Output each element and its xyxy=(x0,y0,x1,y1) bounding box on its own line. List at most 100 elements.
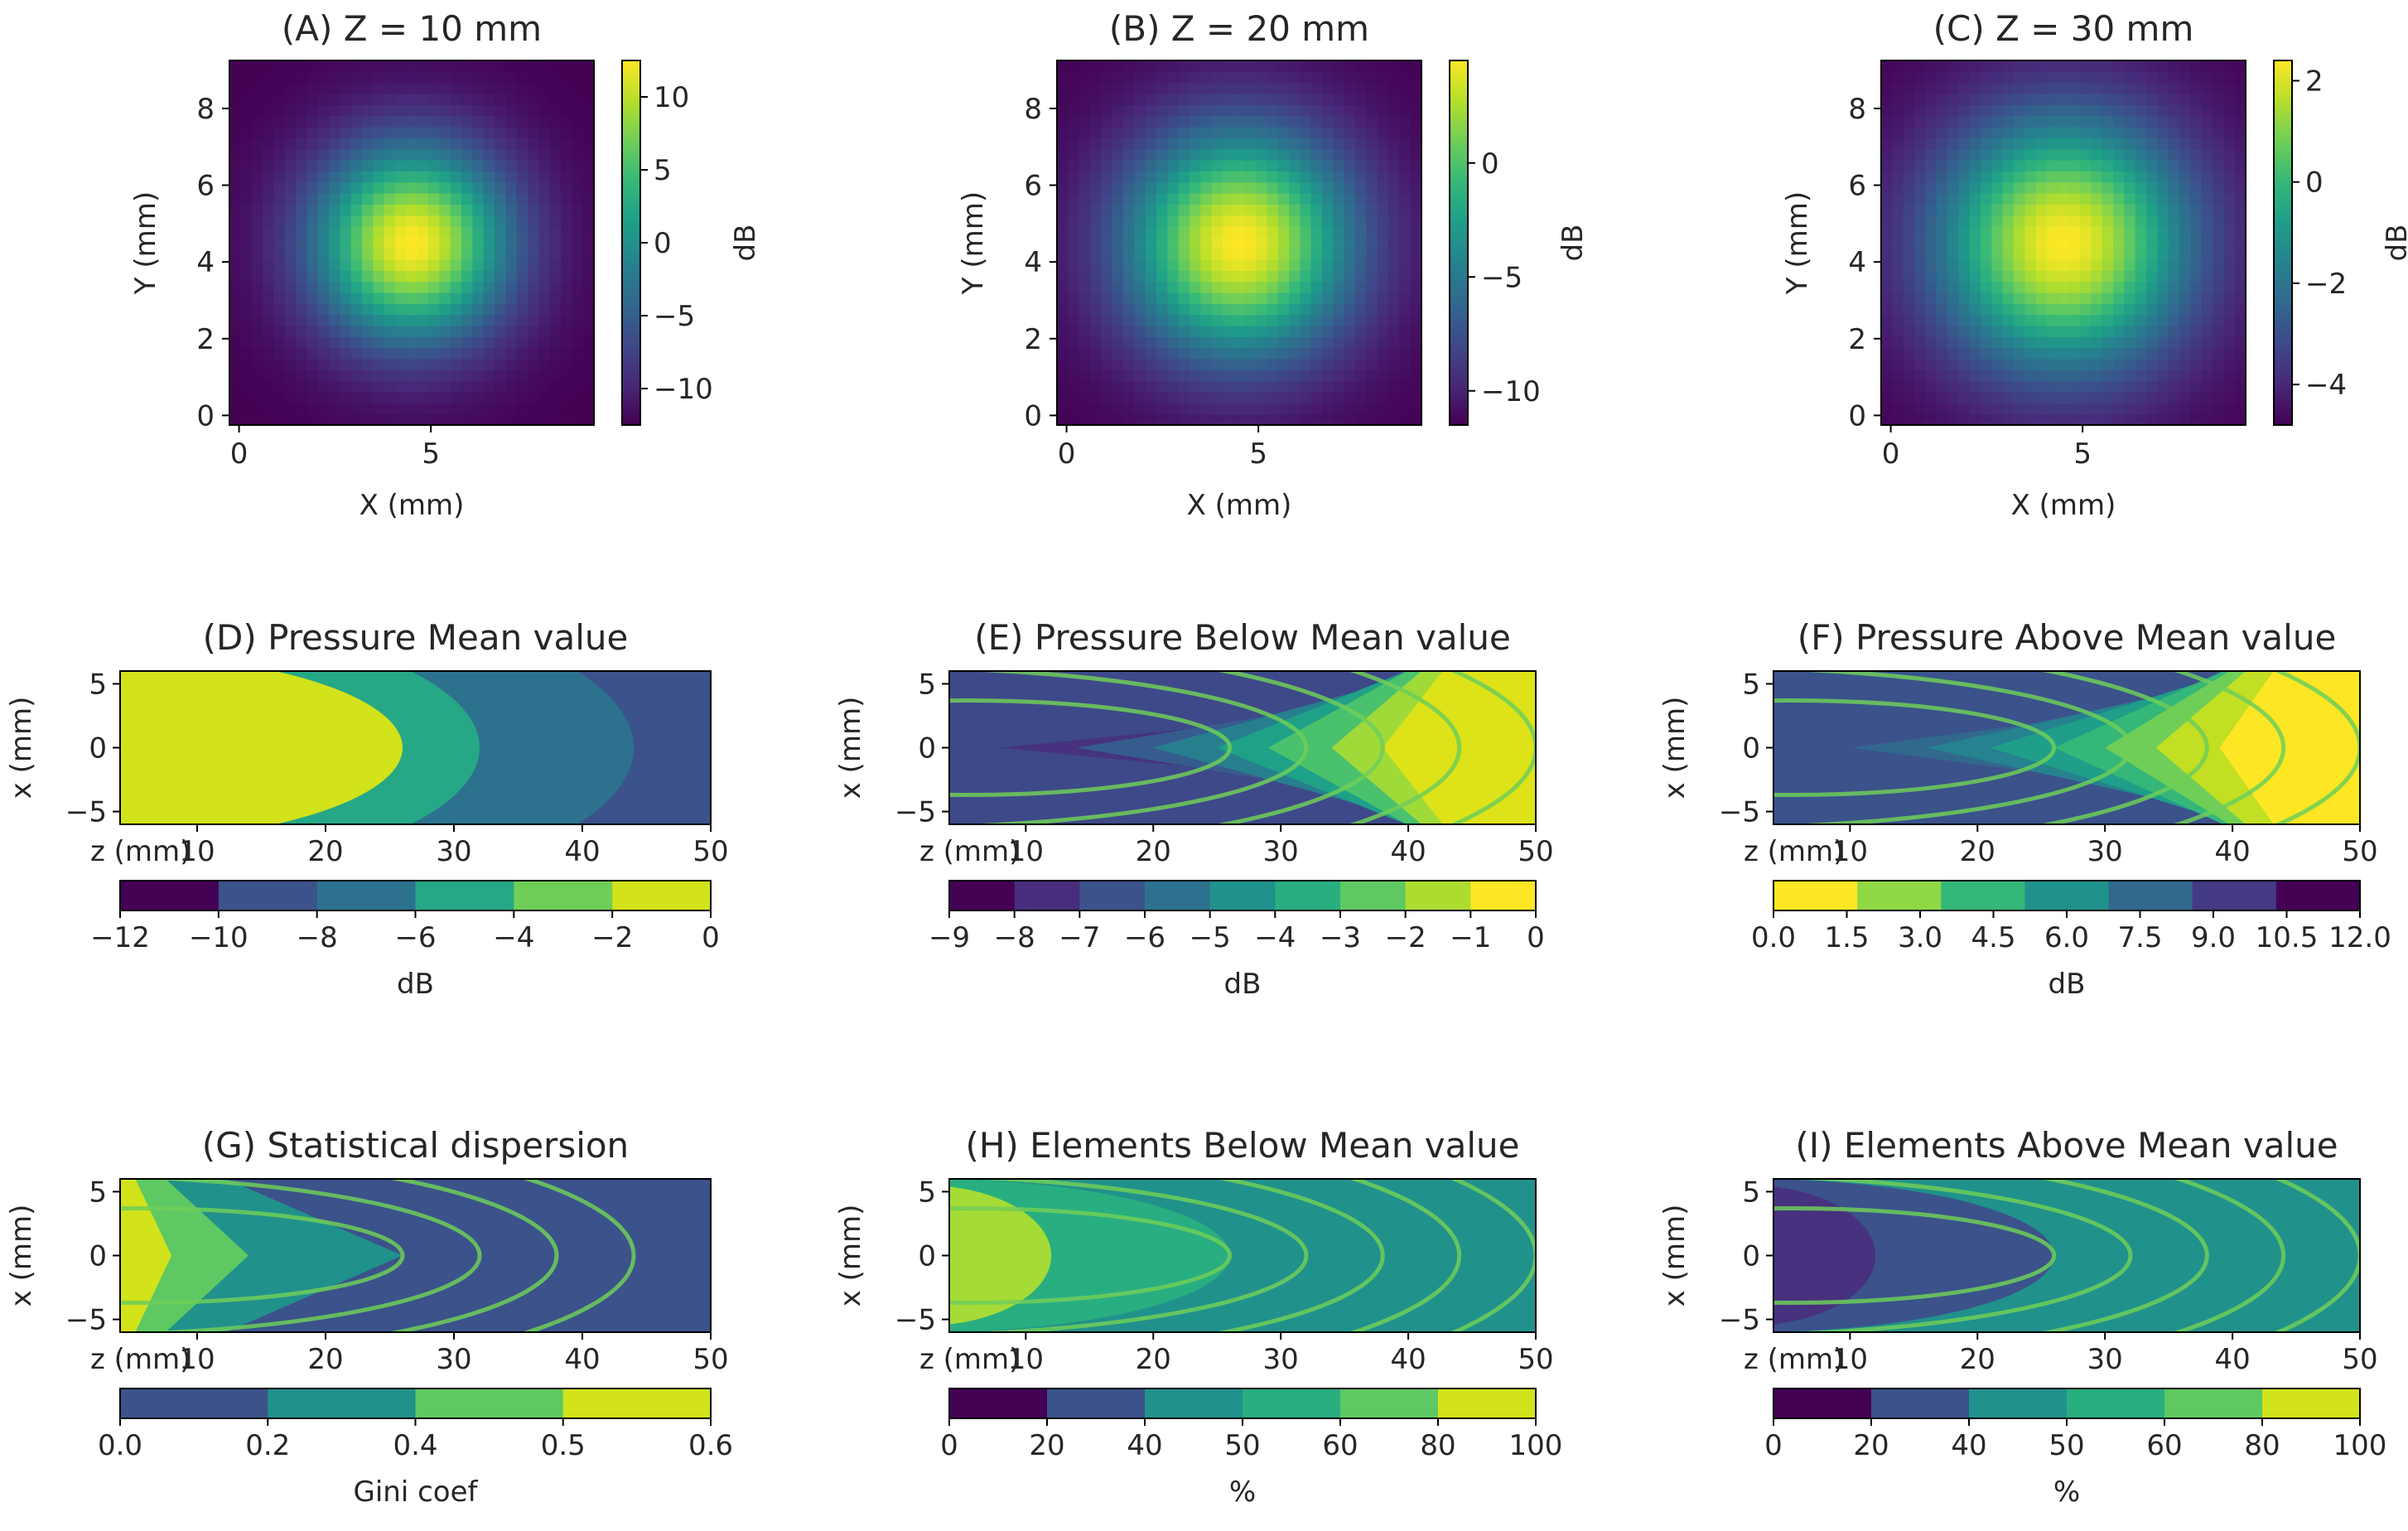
heatmap-cell xyxy=(1322,181,1334,194)
heatmap-cell xyxy=(528,104,539,117)
heatmap-cell xyxy=(373,82,385,94)
heatmap-cell xyxy=(1925,148,1937,161)
heatmap-cell xyxy=(263,413,274,426)
heatmap-cell xyxy=(1289,160,1301,171)
y-tick-label: 4 xyxy=(1024,246,1042,279)
heatmap-cell xyxy=(2091,215,2103,227)
heatmap-cell xyxy=(516,369,528,382)
heatmap-cell xyxy=(251,380,263,393)
heatmap-cell xyxy=(1090,259,1102,271)
heatmap-cell xyxy=(2102,115,2114,128)
heatmap-cell xyxy=(1310,292,1323,304)
heatmap-cell xyxy=(395,181,407,194)
heatmap-cell xyxy=(505,380,518,393)
heatmap-cell xyxy=(1377,359,1389,370)
heatmap-cell xyxy=(229,171,241,183)
heatmap-cell xyxy=(1211,270,1223,283)
heatmap-cell xyxy=(329,281,340,293)
heatmap-cell xyxy=(417,82,429,94)
colorbar xyxy=(1449,60,1469,426)
heatmap-cell xyxy=(1947,204,1959,216)
heatmap-cell xyxy=(2091,359,2103,370)
heatmap-cell xyxy=(373,71,385,84)
heatmap-cell xyxy=(1333,226,1345,238)
heatmap-cell xyxy=(2058,148,2070,161)
colorbar-tick-label: −7 xyxy=(1059,921,1100,954)
heatmap-cell xyxy=(1925,413,1937,426)
heatmap-cell xyxy=(317,215,330,227)
heatmap-cell xyxy=(1388,359,1400,370)
heatmap-cell xyxy=(2146,380,2158,393)
heatmap-cell xyxy=(373,292,385,304)
heatmap-cell xyxy=(1289,115,1301,128)
heatmap-cell xyxy=(1211,237,1223,249)
heatmap-cell xyxy=(1123,292,1135,304)
heatmap-cell xyxy=(428,148,440,161)
heatmap-cell xyxy=(350,104,363,117)
heatmap-cell xyxy=(2014,71,2025,84)
heatmap-cell xyxy=(572,60,584,72)
heatmap-cell xyxy=(2113,259,2125,271)
heatmap-cell xyxy=(461,94,473,105)
heatmap-cell xyxy=(1190,359,1201,370)
heatmap-cell xyxy=(1936,181,1948,194)
heatmap-cell xyxy=(505,127,518,138)
heatmap-cell xyxy=(406,115,418,128)
x-tick-label: 50 xyxy=(1518,1343,1553,1376)
heatmap-cell xyxy=(2124,248,2136,260)
heatmap-cell xyxy=(2058,270,2070,283)
heatmap-cell xyxy=(2024,127,2037,138)
heatmap-cell xyxy=(1090,326,1102,337)
heatmap-cell xyxy=(229,380,241,393)
heatmap-cell xyxy=(306,115,319,128)
heatmap-cell xyxy=(317,193,330,205)
heatmap-cell xyxy=(384,94,396,105)
heatmap-cell xyxy=(2213,359,2224,370)
heatmap-cell xyxy=(1991,171,2004,183)
heatmap-cell xyxy=(1068,380,1080,393)
heatmap-cell xyxy=(263,148,274,161)
heatmap-cell xyxy=(472,94,485,105)
heatmap-cell xyxy=(450,248,462,260)
heatmap-cell xyxy=(582,138,595,150)
contour-line xyxy=(1347,1179,1461,1332)
heatmap-cell xyxy=(1057,193,1069,205)
heatmap-cell xyxy=(461,314,473,326)
y-axis-label: x (mm) xyxy=(1658,697,1691,799)
heatmap-cell xyxy=(561,380,572,393)
heatmap-cell xyxy=(273,104,286,117)
heatmap-cell xyxy=(2223,82,2236,94)
heatmap-cell xyxy=(240,160,253,171)
heatmap-cell xyxy=(1244,127,1257,138)
heatmap-cell xyxy=(2146,281,2158,293)
heatmap-cell xyxy=(1256,82,1267,94)
heatmap-cell xyxy=(505,215,518,227)
heatmap-cell xyxy=(538,281,551,293)
heatmap-cell xyxy=(1969,314,1981,326)
heatmap-cell xyxy=(1903,193,1915,205)
heatmap-cell xyxy=(1947,392,1959,403)
heatmap-cell xyxy=(2157,138,2169,150)
heatmap-cell xyxy=(538,94,551,105)
heatmap-cell xyxy=(495,314,506,326)
heatmap-cell xyxy=(2135,392,2147,403)
heatmap-cell xyxy=(2068,160,2081,171)
heatmap-cell xyxy=(582,380,595,393)
heatmap-cell xyxy=(1244,193,1257,205)
heatmap-cell xyxy=(1991,392,2004,403)
heatmap-cell xyxy=(1277,270,1290,283)
heatmap-cell xyxy=(2068,369,2081,382)
heatmap-cell xyxy=(428,215,440,227)
heatmap-cell xyxy=(2190,193,2203,205)
heatmap-cell xyxy=(428,259,440,271)
heatmap-cell xyxy=(350,160,363,171)
heatmap-cell xyxy=(1233,248,1246,260)
heatmap-cell xyxy=(1388,104,1400,117)
heatmap-cell xyxy=(495,336,506,349)
heatmap-cell xyxy=(2080,104,2092,117)
heatmap-cell xyxy=(1134,314,1146,326)
heatmap-cell xyxy=(461,336,473,349)
heatmap-cell xyxy=(516,314,528,326)
y-axis-label: x (mm) xyxy=(1658,1205,1691,1307)
heatmap-cell xyxy=(1355,94,1367,105)
